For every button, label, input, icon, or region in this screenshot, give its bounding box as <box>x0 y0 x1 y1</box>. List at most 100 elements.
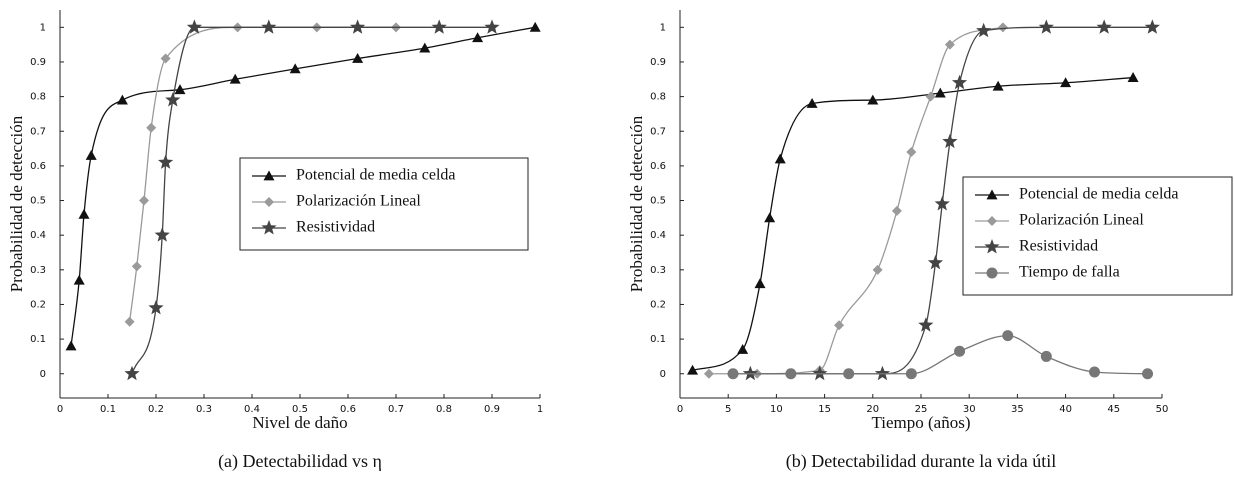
legend-label: Polarización Lineal <box>1019 212 1144 229</box>
legend-marker <box>261 220 277 235</box>
marker <box>186 19 203 34</box>
y-tick-label: 0.2 <box>650 299 666 310</box>
x-tick-label: 40 <box>1059 404 1072 415</box>
marker <box>352 53 364 63</box>
x-axis-label: Nivel de daño <box>252 413 347 432</box>
marker <box>1144 19 1160 34</box>
marker <box>925 91 936 102</box>
legend-label: Potencial de media celda <box>296 167 455 184</box>
legend-marker <box>987 216 997 226</box>
marker <box>906 147 917 158</box>
marker <box>934 87 946 98</box>
marker <box>261 19 277 34</box>
y-tick-label: 0 <box>660 369 666 380</box>
y-tick-label: 0.4 <box>30 230 46 241</box>
y-tick-label: 0.6 <box>30 161 46 172</box>
legend-label: Potencial de media celda <box>1019 186 1178 203</box>
y-tick-label: 0.1 <box>650 334 666 345</box>
legend-marker <box>984 239 1000 254</box>
x-tick-label: 0.4 <box>244 404 260 415</box>
y-tick-label: 0.5 <box>30 196 46 207</box>
marker <box>997 22 1008 33</box>
x-axis-label: Tiempo (años) <box>871 413 970 432</box>
marker <box>131 261 142 272</box>
marker <box>349 19 366 34</box>
x-tick-label: 50 <box>1156 404 1169 415</box>
x-tick-label: 0.5 <box>292 404 308 415</box>
x-tick-label: 0.9 <box>484 404 500 415</box>
y-tick-label: 0.7 <box>650 126 666 137</box>
marker <box>687 364 699 375</box>
legend-label: Tiempo de falla <box>1019 264 1120 281</box>
y-tick-label: 0.9 <box>30 57 46 68</box>
marker <box>754 278 766 289</box>
marker <box>148 299 164 315</box>
marker <box>484 19 500 34</box>
y-axis-label: Probabilidad de detección <box>627 115 646 292</box>
marker <box>918 317 934 332</box>
legend-label: Resistividad <box>1019 238 1098 255</box>
marker <box>891 205 902 216</box>
legend-label: Resistividad <box>296 219 375 236</box>
x-tick-label: 45 <box>1107 404 1120 415</box>
y-axis-label: Probabilidad de detección <box>7 115 26 292</box>
marker <box>85 150 97 160</box>
y-tick-label: 1 <box>660 22 666 33</box>
marker <box>289 63 301 74</box>
x-tick-label: 0 <box>677 404 683 415</box>
marker <box>954 345 966 357</box>
marker <box>927 254 944 270</box>
x-tick-label: 25 <box>915 404 928 415</box>
marker <box>944 39 955 50</box>
marker <box>812 365 828 381</box>
marker <box>1096 19 1112 34</box>
x-tick-label: 0.8 <box>436 404 452 415</box>
legend-marker <box>986 189 998 200</box>
marker <box>529 21 541 32</box>
x-tick-label: 0 <box>57 404 63 415</box>
caption: (b) Detectabilidad durante la vida útil <box>786 451 1056 472</box>
legend: Potencial de media celda Polarización Lin… <box>239 157 529 251</box>
x-tick-label: 10 <box>770 404 783 415</box>
marker <box>229 73 241 84</box>
marker <box>703 368 714 379</box>
marker <box>1002 330 1014 342</box>
y-tick-label: 0.3 <box>30 265 46 276</box>
marker <box>116 94 128 105</box>
legend: Potencial de media celda Polarización Lin… <box>962 176 1233 296</box>
marker <box>154 227 170 242</box>
x-tick-label: 0.2 <box>148 404 164 415</box>
marker <box>737 344 749 354</box>
marker <box>1127 72 1139 82</box>
y-tick-label: 1 <box>40 22 46 33</box>
marker <box>1089 366 1101 378</box>
y-tick-label: 0.2 <box>30 299 46 310</box>
x-tick-label: 0.6 <box>340 404 356 415</box>
marker <box>872 264 883 275</box>
y-tick-label: 0.8 <box>30 92 46 103</box>
y-tick-label: 0.7 <box>30 126 46 137</box>
legend-marker <box>986 267 998 279</box>
x-tick-label: 0.3 <box>196 404 212 415</box>
marker <box>431 19 447 34</box>
marker <box>1040 350 1052 362</box>
marker <box>160 53 171 64</box>
marker <box>174 84 186 95</box>
marker <box>834 320 845 331</box>
marker <box>976 22 992 38</box>
y-tick-label: 0.6 <box>650 161 666 172</box>
marker <box>992 80 1004 91</box>
x-tick-label: 0.1 <box>100 404 116 415</box>
marker <box>73 274 85 285</box>
x-tick-label: 1 <box>537 404 543 415</box>
marker <box>951 74 968 90</box>
legend-label: Polarización Lineal <box>296 193 421 210</box>
y-tick-label: 0 <box>40 369 46 380</box>
y-tick-label: 0.8 <box>650 92 666 103</box>
marker <box>874 365 891 381</box>
marker <box>742 365 758 381</box>
x-tick-label: 35 <box>1011 404 1024 415</box>
marker <box>139 195 149 206</box>
